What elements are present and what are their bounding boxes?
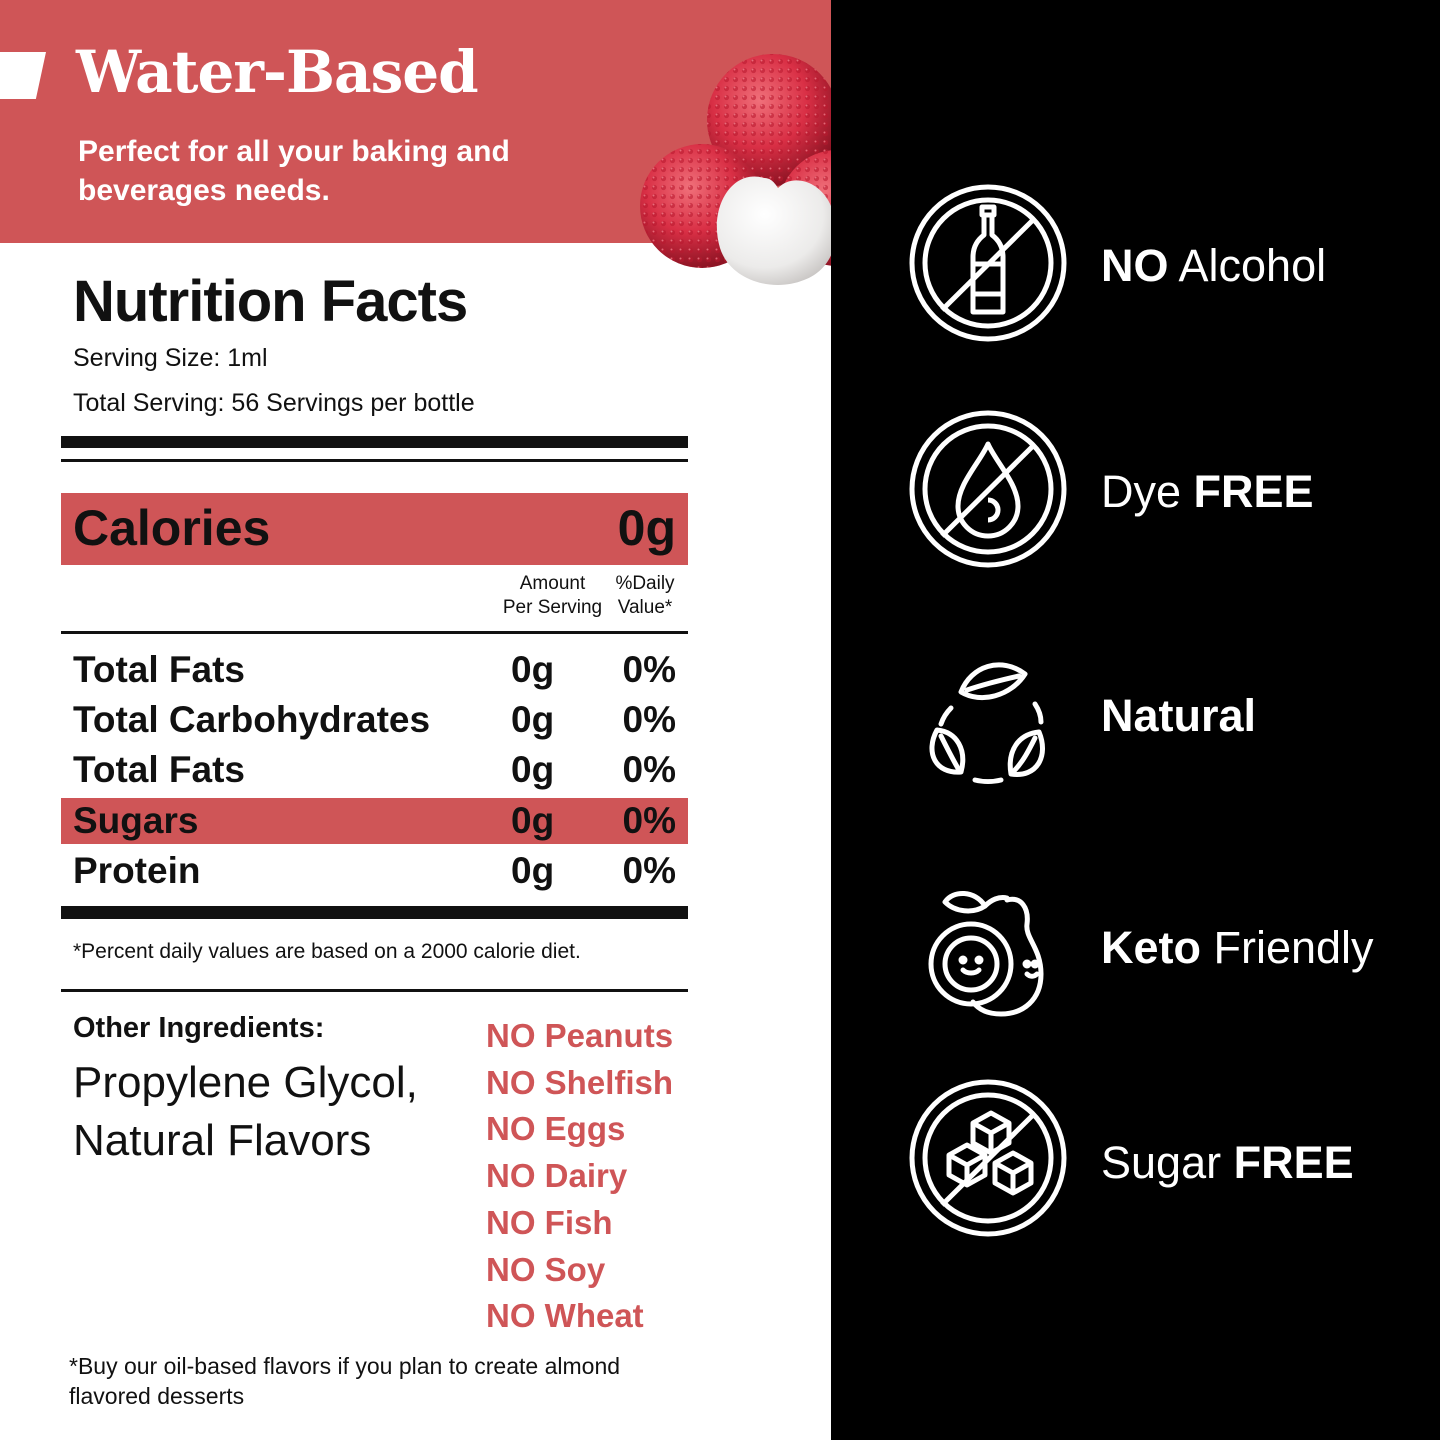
calories-value: 0g [617, 500, 676, 556]
feature-label-bold: FREE [1233, 1137, 1354, 1188]
feature-dye-free: Dye FREE [831, 408, 1440, 578]
allergen-item: NO Dairy [486, 1157, 628, 1195]
allergen-item: NO Eggs [486, 1110, 626, 1148]
feature-keto-friendly: Keto Friendly [831, 872, 1440, 1042]
feature-label-rest: Friendly [1201, 922, 1374, 973]
other-ingredients-heading: Other Ingredients: [73, 1012, 325, 1044]
header-banner: Water-Based Perfect for all your baking … [0, 0, 831, 243]
keto-avocado-icon [928, 891, 1044, 1017]
daily-value-footnote: *Percent daily values are based on a 200… [73, 940, 581, 963]
thin-divider [61, 989, 688, 992]
dye-free-icon [909, 410, 1067, 568]
allergen-item: NO Fish [486, 1203, 613, 1241]
feature-label-bold: NO [1101, 240, 1169, 291]
nutrient-daily-value: 0% [622, 749, 676, 790]
nutrient-amount: 0g [511, 800, 555, 841]
thin-divider [61, 631, 688, 634]
nutrient-daily-value: 0% [622, 649, 676, 690]
amount-header-line1: Amount [519, 573, 586, 594]
banner-tab-marker [0, 52, 46, 99]
feature-label-rest: Alcohol [1168, 240, 1327, 291]
daily-header-line2: Value* [617, 597, 673, 618]
nutrient-amount: 0g [511, 649, 555, 690]
feature-label: Dye FREE [1101, 466, 1314, 518]
daily-header-line1: %Daily [615, 573, 675, 594]
feature-label: Sugar FREE [1101, 1137, 1354, 1189]
feature-label: Natural [1101, 690, 1256, 742]
nutrient-amount: 0g [511, 749, 555, 790]
feature-label-bold: FREE [1193, 466, 1314, 517]
allergen-list: NO Peanuts NO Shelfish NO Eggs NO Dairy … [486, 1013, 673, 1340]
nutrient-row: Total Fats 0g 0% [61, 647, 688, 693]
nutrition-facts-title: Nutrition Facts [73, 269, 468, 334]
oil-based-note: *Buy our oil-based flavors if you plan t… [69, 1353, 621, 1409]
nutrient-name: Total Fats [73, 649, 245, 690]
feature-label-light: Sugar [1101, 1137, 1234, 1188]
feature-label-bold: Keto [1101, 922, 1201, 973]
feature-label-light: Dye [1101, 466, 1194, 517]
features-panel: NO Alcohol Dye FREE Natural [831, 0, 1440, 1440]
nutrient-row-highlighted: Sugars 0g 0% [61, 798, 688, 844]
nutrient-name: Protein [73, 850, 201, 891]
amount-header-line2: Per Serving [502, 597, 603, 618]
no-alcohol-icon [909, 184, 1067, 342]
calories-row: Calories 0g [61, 493, 688, 565]
daily-value-header: %Daily Value* [606, 572, 684, 620]
thick-divider [61, 906, 688, 919]
serving-size: Serving Size: 1ml [73, 344, 268, 372]
feature-label-bold: Natural [1101, 690, 1257, 741]
total-serving: Total Serving: 56 Servings per bottle [73, 389, 475, 417]
thick-divider [61, 436, 688, 448]
nutrient-name: Sugars [73, 800, 199, 841]
calories-label: Calories [73, 500, 271, 556]
nutrient-daily-value: 0% [622, 850, 676, 891]
amount-per-serving-header: Amount Per Serving [495, 572, 610, 620]
banner-title: Water-Based [76, 38, 479, 106]
nutrient-row: Total Fats 0g 0% [61, 747, 688, 793]
allergen-item: NO Peanuts [486, 1017, 674, 1054]
nutrient-daily-value: 0% [622, 800, 676, 841]
nutrient-amount: 0g [511, 699, 555, 740]
nutrition-panel: Water-Based Perfect for all your baking … [0, 0, 895, 1409]
feature-sugar-free: Sugar FREE [831, 1077, 1440, 1247]
allergen-item: NO Shelfish [486, 1063, 674, 1101]
allergen-item: NO Soy [486, 1250, 606, 1288]
thin-divider [61, 459, 688, 462]
nutrient-name: Total Carbohydrates [73, 699, 431, 740]
feature-label: Keto Friendly [1101, 922, 1374, 974]
nutrient-amount: 0g [511, 850, 555, 891]
feature-no-alcohol: NO Alcohol [831, 182, 1440, 352]
nutrient-row: Total Carbohydrates 0g 0% [61, 697, 688, 743]
natural-leaves-icon [929, 662, 1045, 784]
sugar-free-icon [909, 1079, 1067, 1237]
feature-label: NO Alcohol [1101, 240, 1326, 292]
allergen-item: NO Wheat [486, 1297, 644, 1335]
nutrient-daily-value: 0% [622, 699, 676, 740]
other-ingredients-text: Propylene Glycol, Natural Flavors [73, 1058, 418, 1165]
nutrient-row: Protein 0g 0% [61, 848, 688, 894]
feature-natural: Natural [831, 640, 1440, 810]
nutrient-name: Total Fats [73, 749, 245, 790]
banner-subtitle: Perfect for all your baking and beverage… [78, 135, 510, 207]
